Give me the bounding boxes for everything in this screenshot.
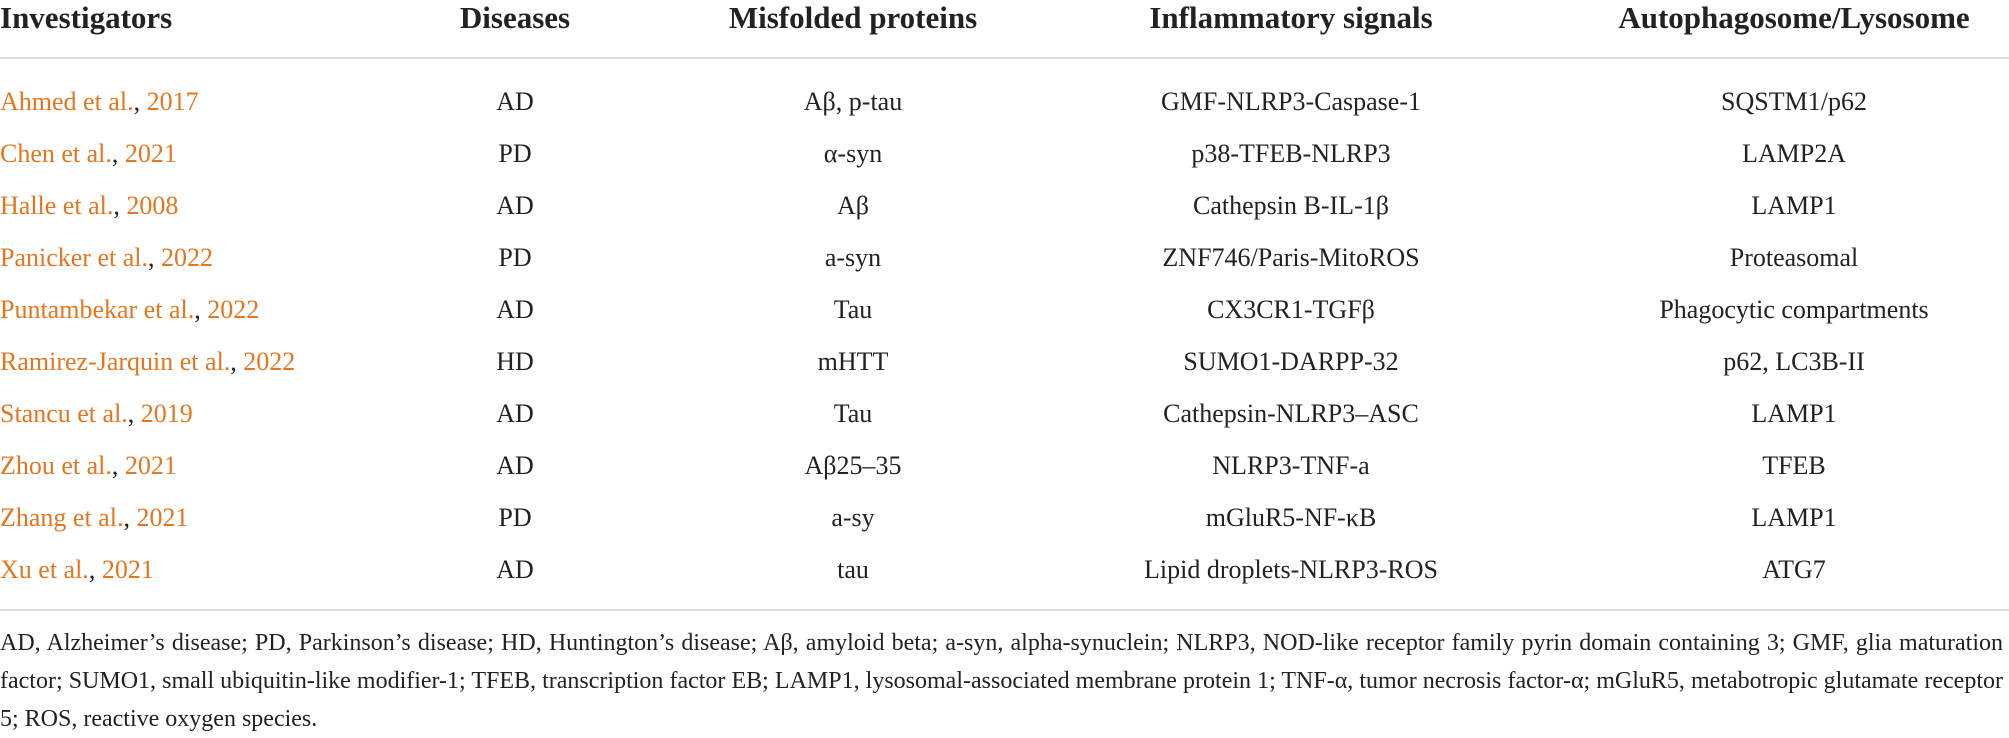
table-cell: AD <box>496 555 534 584</box>
investigator-cell: Halle et al., 2008 <box>0 191 178 221</box>
separator: , <box>194 295 201 324</box>
table-cell: Cathepsin-NLRP3–ASC <box>1163 399 1419 428</box>
header-rule <box>0 57 2009 59</box>
table-cell: SUMO1-DARPP-32 <box>1183 347 1399 376</box>
table-cell: Cathepsin B-IL-1β <box>1193 191 1389 220</box>
year-link[interactable]: 2019 <box>140 399 193 428</box>
table-cell: LAMP1 <box>1751 503 1837 532</box>
author-link[interactable]: Puntambekar et al. <box>0 295 195 324</box>
table-cell: Lipid droplets-NLRP3-ROS <box>1144 555 1438 584</box>
separator: , <box>113 191 120 220</box>
table-cell: Phagocytic compartments <box>1659 295 1929 324</box>
table-cell: LAMP1 <box>1751 399 1837 428</box>
table-cell: Tau <box>833 399 873 428</box>
table-cell: LAMP1 <box>1751 191 1837 220</box>
table-cell: Proteasomal <box>1729 243 1859 272</box>
separator: , <box>127 399 135 428</box>
author-link[interactable]: Stancu et al. <box>0 399 128 428</box>
table-cell: AD <box>496 191 534 220</box>
column-header: Misfolded proteins <box>728 0 978 35</box>
table-cell: AD <box>496 87 534 116</box>
table-cell: α-syn <box>823 139 883 168</box>
author-link[interactable]: Chen et al. <box>0 139 112 168</box>
table-cell: HD <box>496 347 534 376</box>
table-cell: a-sy <box>831 503 875 532</box>
author-link[interactable]: Panicker et al. <box>0 243 148 272</box>
investigator-cell: Xu et al., 2021 <box>0 555 154 585</box>
separator: , <box>111 139 119 168</box>
author-link[interactable]: Ramirez-Jarquin et al. <box>0 347 231 376</box>
table-cell: tau <box>837 555 869 584</box>
table-cell: Tau <box>833 295 873 324</box>
investigator-cell: Zhou et al., 2021 <box>0 451 177 481</box>
author-link[interactable]: Zhang et al. <box>0 503 124 532</box>
table-cell: LAMP2A <box>1741 139 1847 168</box>
separator: , <box>111 451 119 480</box>
table-cell: Aβ25–35 <box>804 451 902 480</box>
table-cell: AD <box>496 451 534 480</box>
investigator-cell: Zhang et al., 2021 <box>0 503 188 533</box>
investigator-cell: Puntambekar et al., 2022 <box>0 295 259 325</box>
investigator-cell: Ahmed et al., 2017 <box>0 87 199 117</box>
table-cell: PD <box>498 139 532 168</box>
column-header: Diseases <box>459 0 571 35</box>
year-link[interactable]: 2021 <box>124 139 177 168</box>
table-bottom-rule <box>0 609 2009 611</box>
table-cell: NLRP3-TNF-a <box>1212 451 1370 480</box>
column-header: Inflammatory signals <box>1149 0 1433 35</box>
table-cell: PD <box>498 243 532 272</box>
year-link[interactable]: 2017 <box>146 87 199 116</box>
year-link[interactable]: 2021 <box>101 555 154 584</box>
table-cell: mGluR5-NF-κB <box>1205 503 1377 532</box>
table-cell: AD <box>496 399 534 428</box>
year-link[interactable]: 2008 <box>126 191 179 220</box>
author-link[interactable]: Xu et al. <box>0 555 89 584</box>
table-cell: ZNF746/Paris-MitoROS <box>1162 243 1420 272</box>
footnote: AD, Alzheimer’s disease; PD, Parkinson’s… <box>0 630 2003 732</box>
year-link[interactable]: 2022 <box>161 243 213 272</box>
table-cell: TFEB <box>1762 451 1826 480</box>
author-link[interactable]: Halle et al. <box>0 191 114 220</box>
investigator-cell: Chen et al., 2021 <box>0 139 177 169</box>
table-cell: SQSTM1/p62 <box>1721 87 1867 116</box>
separator: , <box>148 243 155 272</box>
separator: , <box>230 347 237 376</box>
column-header: Investigators <box>0 0 173 35</box>
table-cell: Aβ, p-tau <box>803 87 903 116</box>
year-link[interactable]: 2021 <box>136 503 189 532</box>
year-link[interactable]: 2022 <box>243 347 296 376</box>
table-cell: ATG7 <box>1762 555 1826 584</box>
table-cell: p62, LC3B-II <box>1723 347 1865 376</box>
investigator-cell: Ramirez-Jarquin et al., 2022 <box>0 347 295 377</box>
separator: , <box>88 555 96 584</box>
year-link[interactable]: 2022 <box>207 295 260 324</box>
author-link[interactable]: Ahmed et al. <box>0 87 134 116</box>
investigator-cell: Panicker et al., 2022 <box>0 243 213 273</box>
author-link[interactable]: Zhou et al. <box>0 451 112 480</box>
table-cell: mHTT <box>817 347 889 376</box>
separator: , <box>123 503 130 532</box>
investigator-cell: Stancu et al., 2019 <box>0 399 193 429</box>
table-cell: CX3CR1-TGFβ <box>1207 295 1375 324</box>
table-cell: p38-TFEB-NLRP3 <box>1191 139 1391 168</box>
column-header: Autophagosome/Lysosome <box>1618 0 1970 35</box>
table-cell: GMF-NLRP3-Caspase-1 <box>1161 87 1421 116</box>
table-cell: PD <box>498 503 532 532</box>
year-link[interactable]: 2021 <box>124 451 177 480</box>
table-cell: AD <box>496 295 534 324</box>
separator: , <box>133 87 141 116</box>
table-cell: a-syn <box>824 243 882 272</box>
table-cell: Aβ <box>836 191 870 220</box>
